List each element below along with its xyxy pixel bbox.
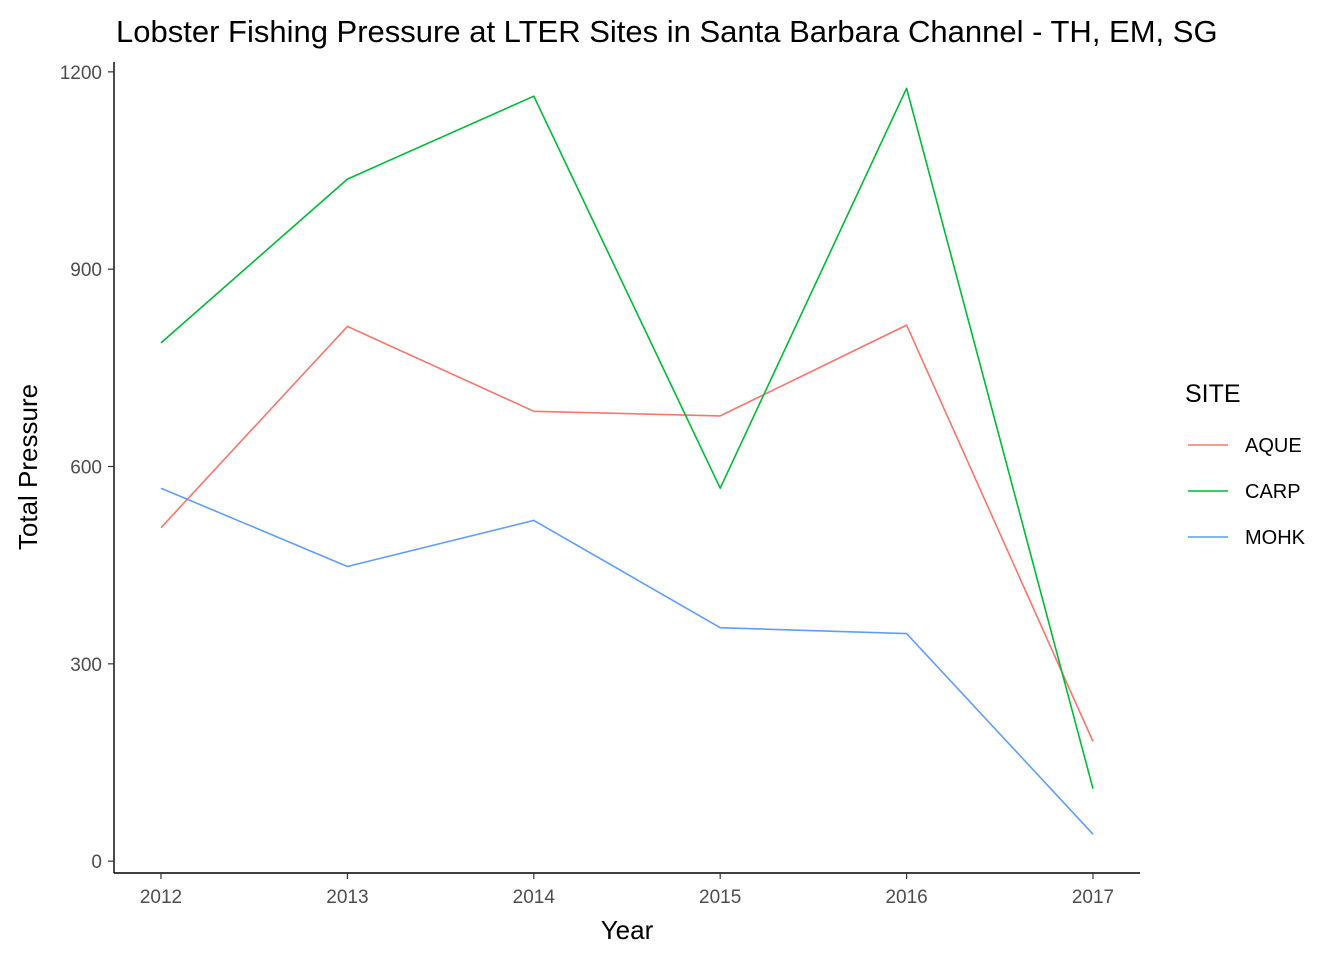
x-ticks: 2012 2013 2014 2015 2016 2017 [140,873,1114,908]
series-lines [160,87,1094,835]
series-line-carp [160,87,1094,790]
x-tick-label: 2012 [140,887,182,908]
x-axis-title: Year [601,915,654,945]
y-ticks: 0 300 600 900 1200 [60,63,114,873]
legend: SITE AQUE CARP MOHK [1185,380,1306,549]
legend-label-carp: CARP [1245,481,1301,503]
y-tick-label: 300 [70,655,102,676]
legend-label-aque: AQUE [1245,435,1302,457]
plot-area: 0 300 600 900 1200 2012 2013 2014 2015 2016 2017 [60,62,1140,908]
y-tick-label: 0 [91,852,102,873]
legend-title: SITE [1185,380,1241,408]
y-axis-title: Total Pressure [13,384,43,550]
chart-title: Lobster Fishing Pressure at LTER Sites i… [116,14,1218,49]
series-line-aque [160,324,1094,742]
x-tick-label: 2014 [513,887,556,908]
y-tick-label: 600 [70,458,102,479]
legend-label-mohk: MOHK [1245,527,1306,549]
x-tick-label: 2016 [885,887,927,908]
x-tick-label: 2015 [699,887,741,908]
x-tick-label: 2013 [326,887,368,908]
legend-items: AQUE CARP MOHK [1188,435,1306,549]
y-tick-label: 1200 [60,63,102,84]
y-tick-label: 900 [70,260,102,281]
x-tick-label: 2017 [1072,887,1114,908]
series-line-mohk [160,487,1094,835]
